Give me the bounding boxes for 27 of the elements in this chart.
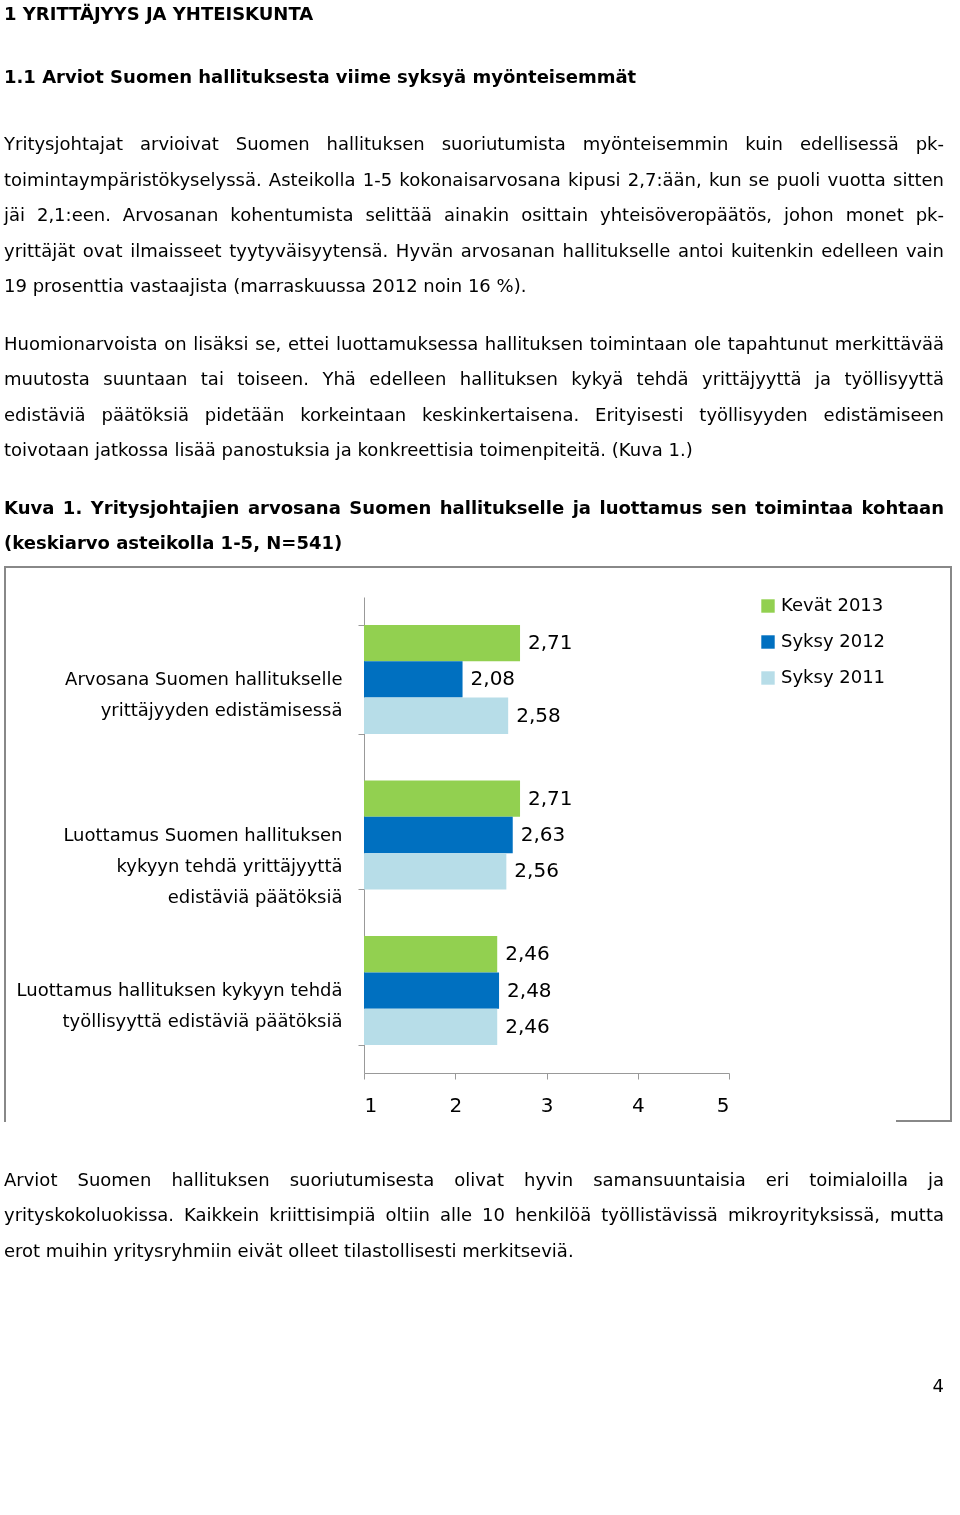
- x-tick-label: 4: [631, 1092, 645, 1116]
- data-label: 2,08: [470, 665, 516, 690]
- data-label: 2,46: [505, 1013, 550, 1038]
- text: 1 YRITTÄJYYS JA YHTEISKUNTA: [4, 2, 315, 26]
- legend-label: Syksy 2012: [781, 629, 886, 651]
- data-label: 2,71: [528, 785, 573, 810]
- x-tick-label: 5: [716, 1092, 730, 1116]
- text: Yritysjohtajat arvioivat Suomen hallituksen suoriutumista myönteisemmin kuin edellisessä pk-toimintaympäristökyselyssä. Asteikolla 1-5 kokonaisarvosana kipusi 2,7:ään, kun se puoli vuotta sitten jäi 2,1:een. Arvosanan kohentumista selittää ainakin osittain yhteisöveropäätös, johon monet pk-yrittäjät ovat ilmaisseet tyytyväisyytensä. Hyvän arvosanan hallitukselle antoi kuitenkin edelleen vain 19 prosenttia vastaajista (marraskuussa 2012 noin 16 %).: [4, 132, 944, 298]
- text: Huomionarvoista on lisäksi se, ettei luottamuksessa hallituksen toimintaan ole tapahtunut merkittävää muutosta suuntaan tai toiseen. Yhä edelleen hallituksen kykyä tehdä yrittäjyyttä ja työllisyyttä edistäviä päätöksiä pidetään korkeintaan keskinkertaisena. Erityisesti työllisyyden edistämiseen toivotaan jatkossa lisää panostuksia ja konkreettisia toimenpiteitä. (Kuva 1.): [4, 331, 944, 462]
- legend-label: Syksy 2011: [781, 665, 886, 687]
- data-label: 2,56: [514, 857, 559, 882]
- y-tick-label: Luottamus hallituksen kykyyn tehdä työllisyyttä edistäviä päätöksiä: [16, 978, 343, 1031]
- data-label: 2,48: [507, 977, 552, 1002]
- x-tick-label: 1: [364, 1092, 378, 1116]
- data-label: 2,46: [505, 940, 550, 965]
- text: 1.1 Arviot Suomen hallituksesta viime syksyä myönteisemmät: [4, 65, 638, 89]
- data-label: 2,71: [528, 629, 573, 654]
- x-tick-label: 2: [449, 1092, 463, 1116]
- legend-label: Kevät 2013: [781, 593, 884, 615]
- data-label: 2,63: [520, 821, 566, 846]
- data-label: 2,58: [516, 702, 561, 727]
- chart-title: Kuva 1. Yritysjohtajien arvosana Suomen hallitukselle ja luottamus sen toimintaa kohtaan (keskiarvo asteikolla 1-5, N=541): [4, 495, 944, 555]
- x-tick-label: 3: [540, 1092, 554, 1116]
- y-tick-label: Arvosana Suomen hallitukselle yrittäjyyden edistämisessä: [65, 667, 343, 720]
- text: Arviot Suomen hallituksen suoriutumisesta olivat hyvin samansuuntaisia eri toimialoilla ja yrityskokoluokissa. Kaikkein kriittisimpiä oltiin alle 10 henkilöä työllistävissä mikroyrityksissä, mutta erot muihin yritysryhmiin eivät olleet tilastollisesti merkitseviä.: [4, 1167, 944, 1263]
- text: 4: [931, 1374, 944, 1398]
- y-tick-label: Luottamus Suomen hallituksen kykyyn tehdä yrittäjyyttä edistäviä päätöksiä: [63, 823, 343, 906]
